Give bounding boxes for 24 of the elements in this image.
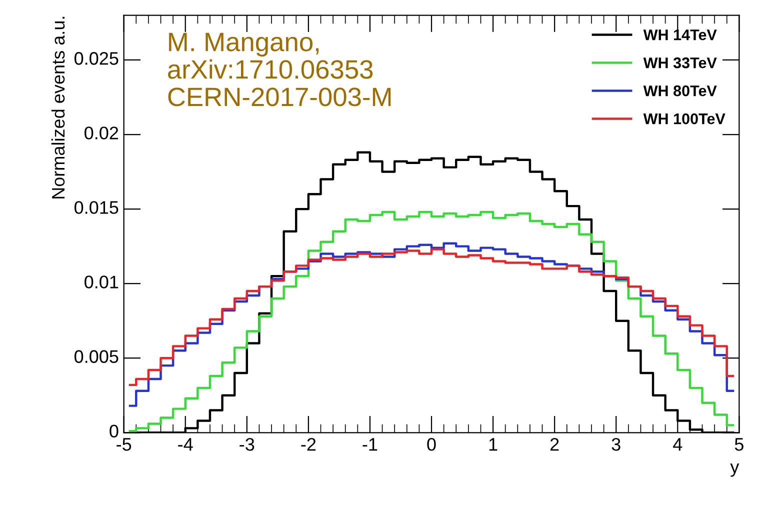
x-tick-label: -2 (301, 438, 316, 451)
y-tick-label: 0.015 (74, 201, 118, 214)
y-tick-label: 0.005 (74, 350, 118, 363)
legend-label: WH 14TeV (643, 30, 717, 40)
x-tick-label: -1 (362, 438, 378, 451)
y-tick-label: 0.01 (84, 276, 118, 288)
y-axis-title: Normalized events a.u. (51, 16, 65, 198)
annotation: M. Mangano, arXiv:1710.06353 CERN-2017-003-M (168, 32, 391, 106)
x-tick-label: -3 (240, 438, 254, 451)
y-tick-label: 0.02 (84, 126, 118, 140)
x-tick-label: -5 (116, 438, 132, 451)
legend-label: WH 80TeV (643, 85, 717, 96)
y-tick-label: 0 (110, 424, 118, 438)
x-tick-label: 0 (427, 438, 436, 451)
x-tick-label: 3 (612, 438, 620, 451)
x-tick-label: 5 (734, 438, 744, 451)
x-tick-label: 1 (489, 438, 498, 451)
x-tick-label: 4 (673, 438, 682, 451)
x-axis-title: y (730, 463, 740, 477)
y-tick-label: 0.025 (74, 52, 118, 65)
legend-label: WH 33TeV (643, 57, 717, 68)
x-tick-label: -4 (178, 438, 193, 451)
legend-label: WH 100TeV (643, 113, 726, 124)
x-tick-label: 2 (550, 438, 559, 451)
